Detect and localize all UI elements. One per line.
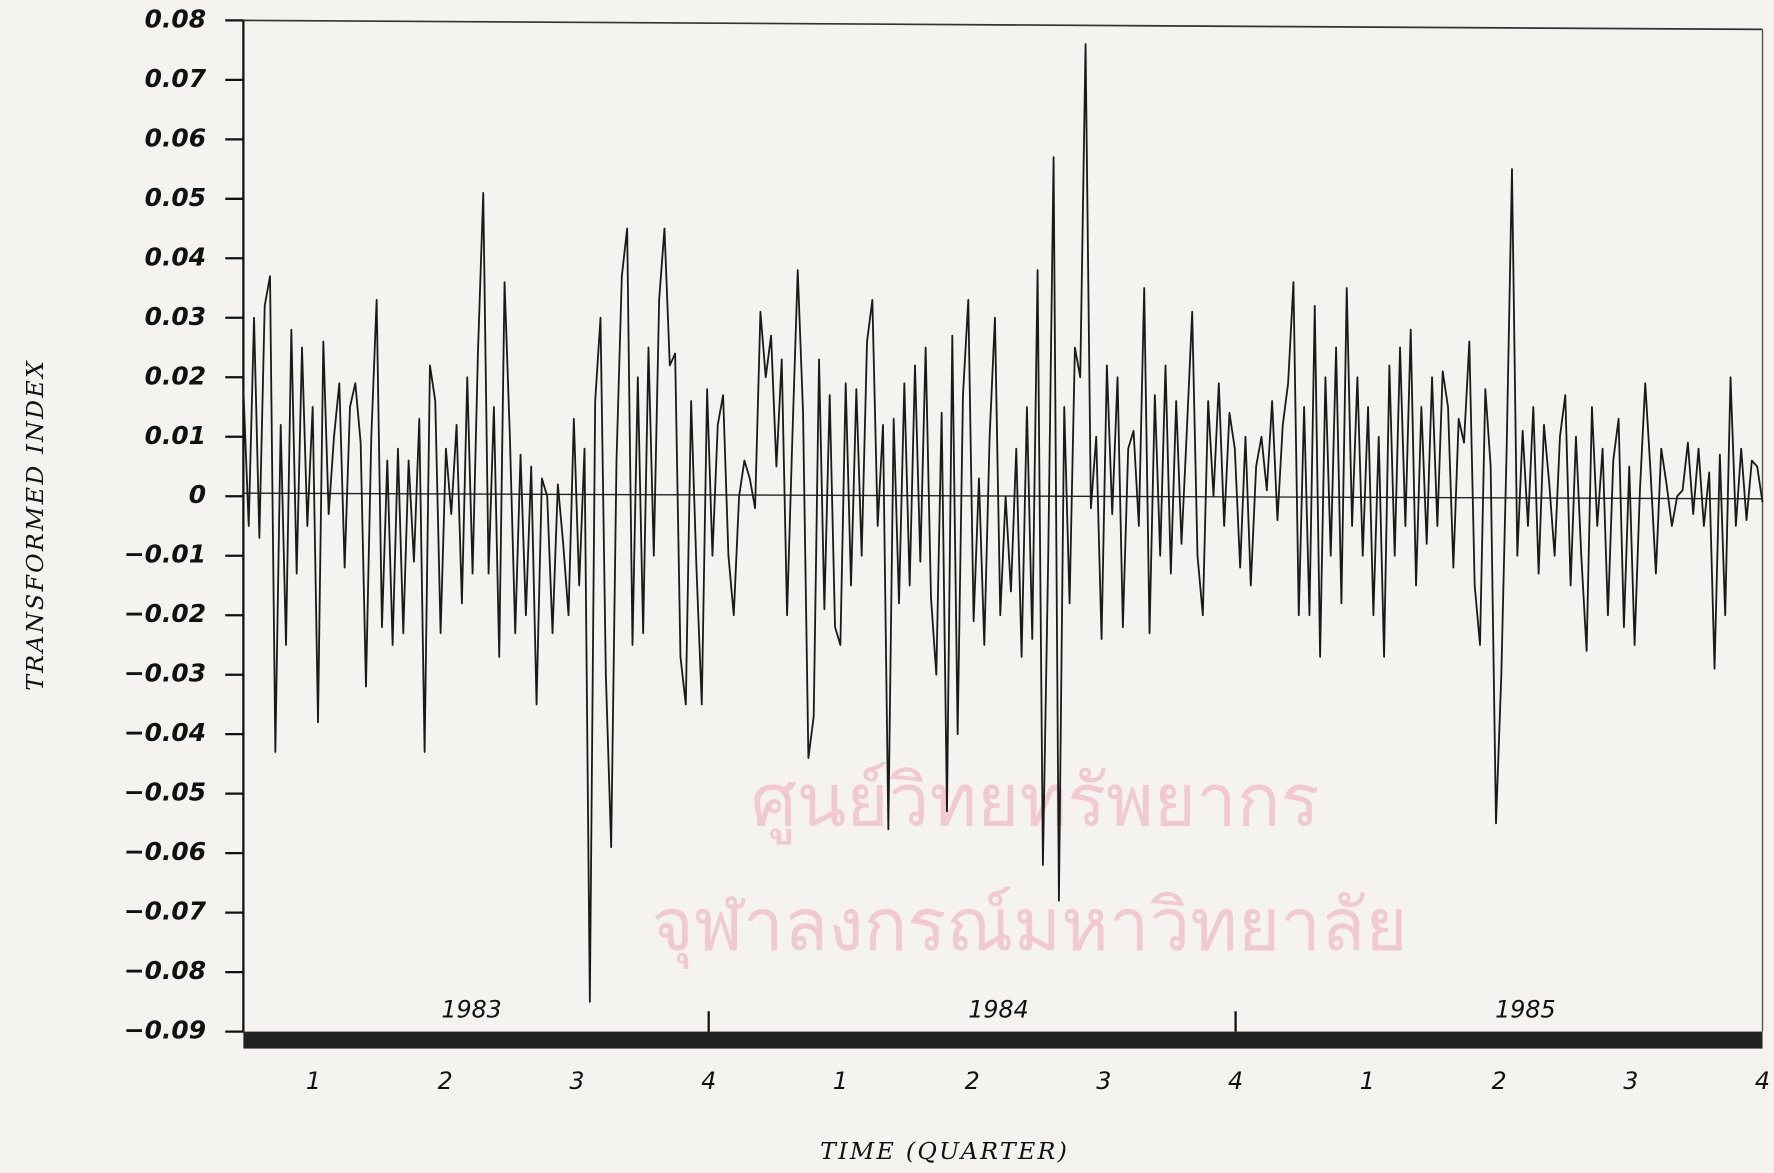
x-tick-label: 3	[1096, 1067, 1111, 1095]
y-tick-label: 0.07	[145, 64, 207, 93]
series-line	[242, 43, 1764, 1003]
y-tick-label: −0.08	[124, 956, 206, 985]
x-tick-label: 4	[701, 1067, 716, 1095]
x-tick-label: 1	[306, 1067, 321, 1095]
y-tick-label: 0.01	[145, 421, 206, 450]
x-tick-label: 2	[438, 1067, 453, 1095]
x-tick-label: 4	[1228, 1067, 1243, 1095]
y-axis-title: TRANSFORMED INDEX	[21, 359, 49, 691]
y-tick-label: 0.04	[145, 242, 206, 271]
y-tick-label: 0.03	[145, 302, 206, 331]
year-label: 1983	[441, 996, 501, 1024]
y-tick-label: 0.08	[145, 4, 206, 33]
x-axis-title: TIME (QUARTER)	[820, 1137, 1069, 1165]
y-tick-label: 0.05	[145, 183, 206, 212]
y-tick-label: −0.09	[124, 1016, 206, 1045]
year-label: 1985	[1495, 996, 1555, 1024]
x-tick-label: 1	[1360, 1067, 1375, 1095]
x-tick-label: 2	[1491, 1067, 1506, 1095]
x-tick-label: 3	[569, 1067, 584, 1095]
y-tick-label: 0.02	[145, 361, 206, 390]
watermark: จุฬาลงกรณ์มหาวิทยาลัย	[651, 884, 1407, 969]
y-tick-label: −0.06	[124, 837, 206, 866]
x-tick-label: 1	[833, 1067, 848, 1095]
y-tick-label: −0.03	[124, 659, 206, 688]
year-label: 1984	[968, 996, 1028, 1024]
y-tick-label: −0.05	[124, 778, 206, 807]
top-border	[243, 19, 1763, 31]
x-tick-label: 2	[965, 1067, 980, 1095]
y-tick-label: 0.06	[145, 123, 206, 152]
y-tick-label: −0.04	[124, 718, 206, 747]
y-tick-label: −0.07	[124, 897, 207, 926]
x-axis-band	[243, 1031, 1763, 1049]
y-tick-label: −0.01	[124, 540, 206, 569]
x-tick-label: 4	[1755, 1067, 1770, 1095]
y-tick-label: −0.02	[124, 599, 206, 628]
y-tick-label: 0	[189, 480, 206, 509]
watermark: ศูนย์วิทยทรัพยากร	[751, 759, 1320, 844]
x-tick-label: 3	[1623, 1067, 1638, 1095]
